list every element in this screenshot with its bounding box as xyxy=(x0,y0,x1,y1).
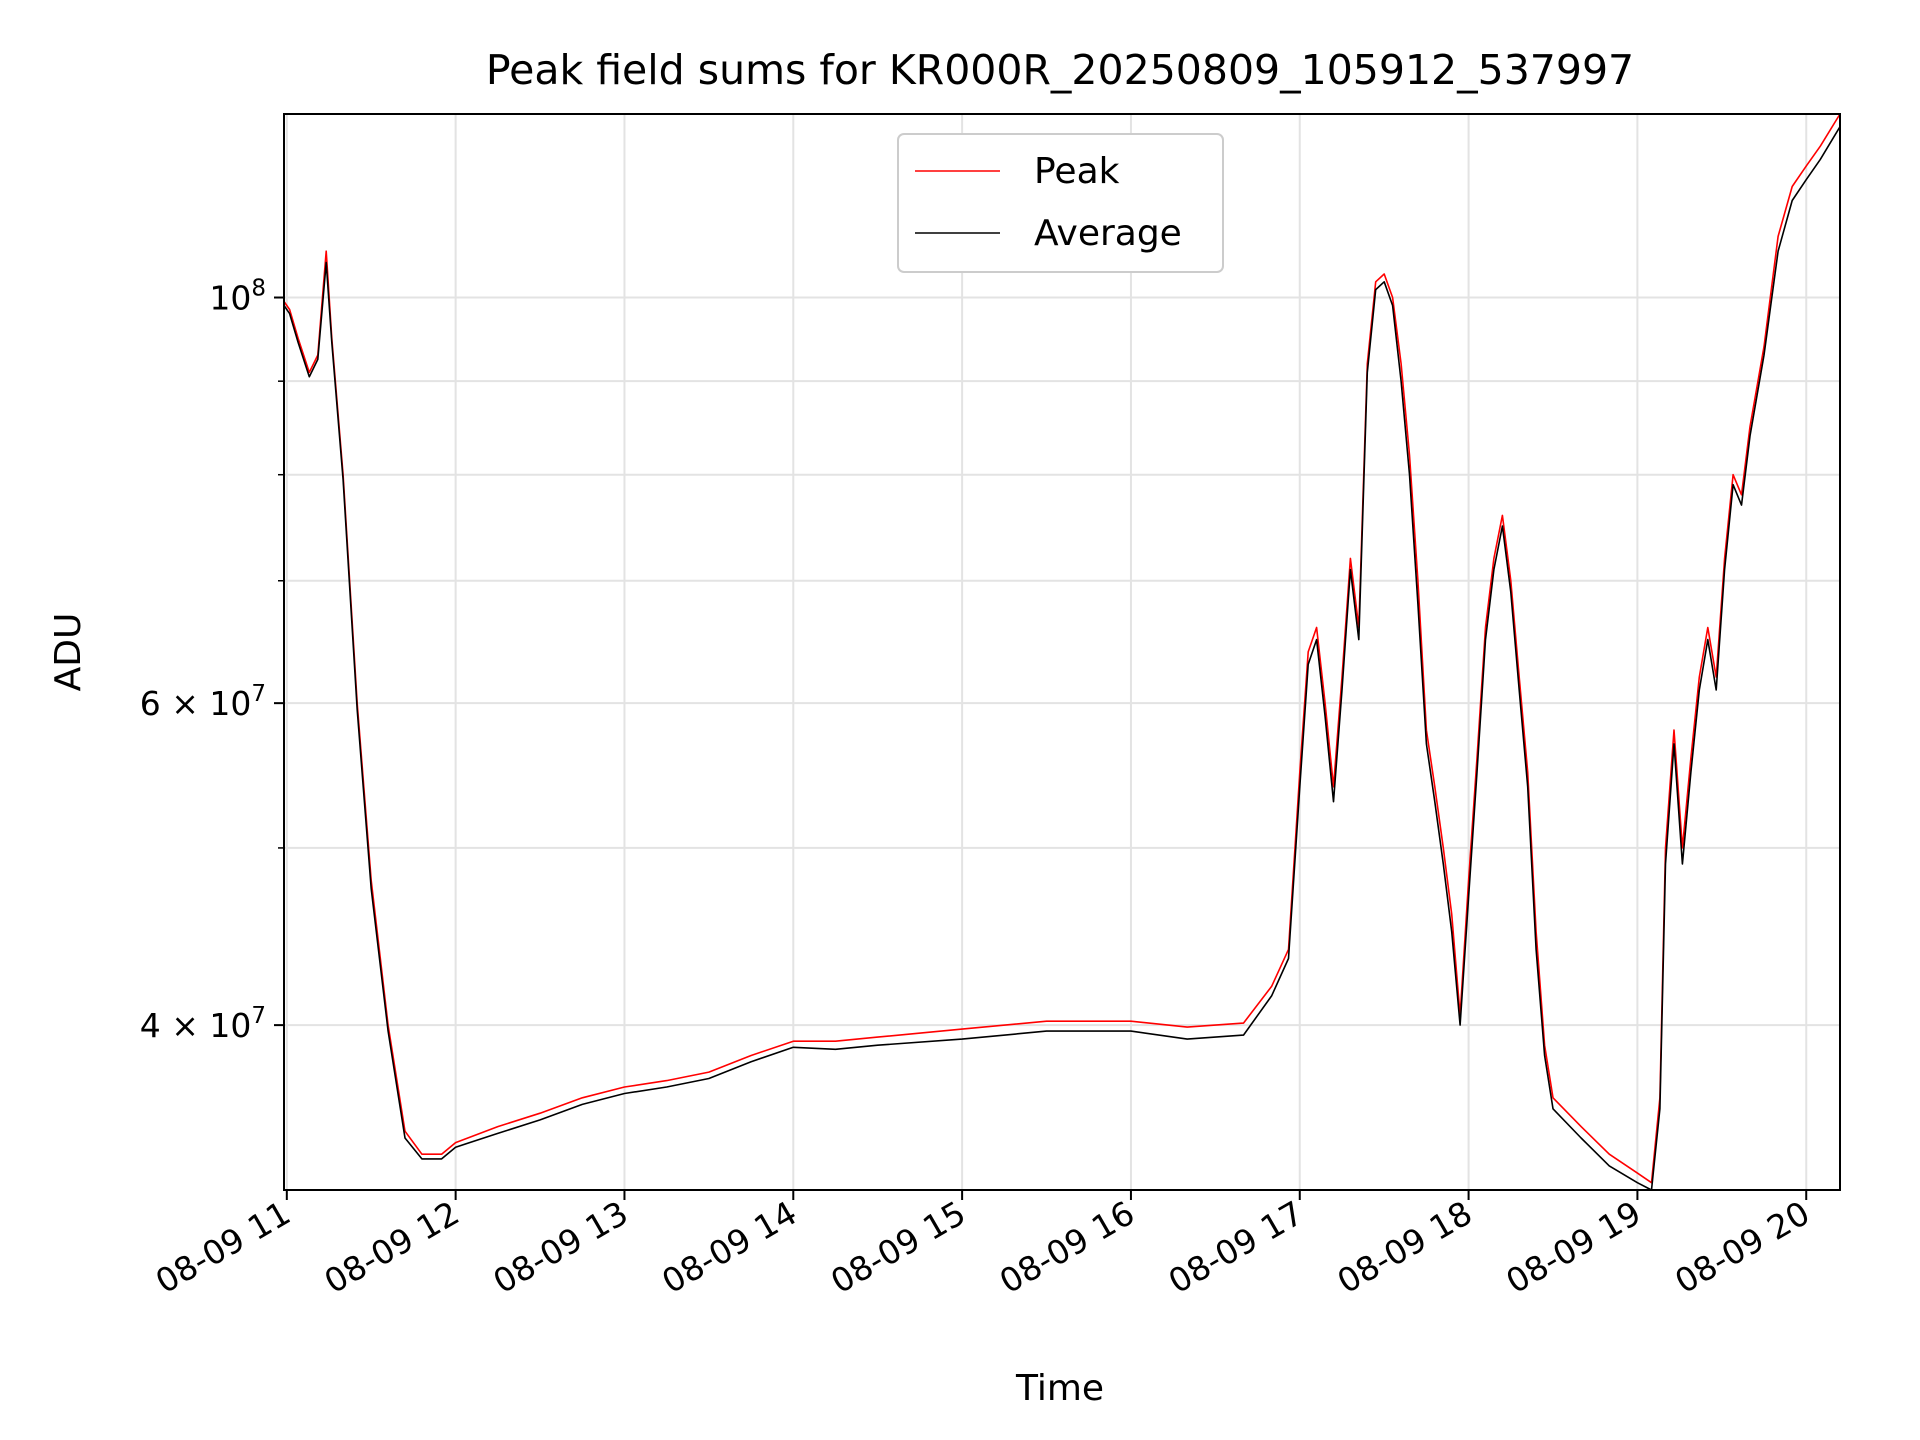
legend-average-label: Average xyxy=(1034,213,1182,254)
y-tick-label: 4 × 107 xyxy=(140,1003,266,1045)
series-line-peak xyxy=(283,113,1841,1184)
x-axis-label: Time xyxy=(1015,1368,1104,1409)
legend-box xyxy=(897,133,1224,273)
y-tick-base: 10 xyxy=(209,279,251,318)
y-axis-label: ADU xyxy=(48,613,89,692)
y-tick-label: 6 × 107 xyxy=(140,681,266,723)
series-line-average xyxy=(283,126,1841,1191)
legend: Peak Average xyxy=(897,133,1224,273)
legend-peak-label: Peak xyxy=(1034,151,1120,192)
y-tick-times: × 10 xyxy=(161,1006,252,1045)
chart-title: Peak field sums for KR000R_20250809_1059… xyxy=(486,46,1634,94)
y-tick-mantissa: 6 xyxy=(140,684,161,723)
grid xyxy=(284,114,1840,1190)
y-tick-label: 108 xyxy=(209,276,266,318)
y-tick-times: × 10 xyxy=(161,684,252,723)
y-tick-exponent: 7 xyxy=(251,681,266,707)
series-layer xyxy=(283,113,1841,1191)
y-tick-mantissa: 4 xyxy=(140,1006,161,1045)
y-tick-exponent: 7 xyxy=(251,1003,266,1029)
y-tick-exponent: 8 xyxy=(251,276,266,302)
plot-frame xyxy=(283,113,1841,1191)
